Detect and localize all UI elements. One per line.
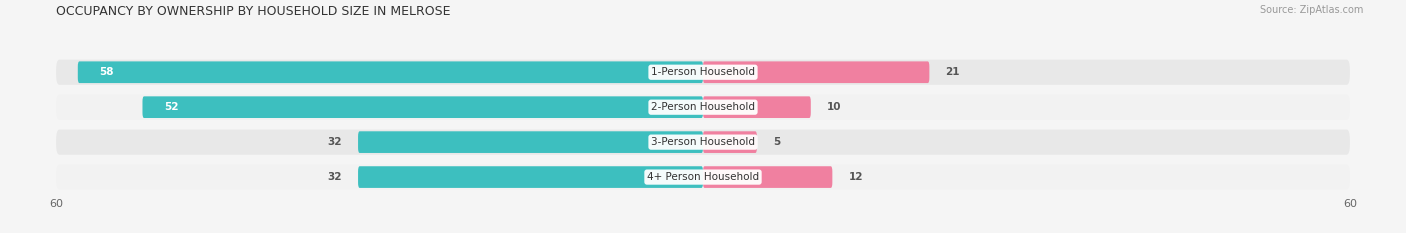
FancyBboxPatch shape <box>703 61 929 83</box>
FancyBboxPatch shape <box>56 164 1350 190</box>
Text: 5: 5 <box>773 137 780 147</box>
Text: Source: ZipAtlas.com: Source: ZipAtlas.com <box>1260 5 1364 15</box>
Text: OCCUPANCY BY OWNERSHIP BY HOUSEHOLD SIZE IN MELROSE: OCCUPANCY BY OWNERSHIP BY HOUSEHOLD SIZE… <box>56 5 451 18</box>
FancyBboxPatch shape <box>142 96 703 118</box>
Text: 32: 32 <box>328 137 342 147</box>
FancyBboxPatch shape <box>359 131 703 153</box>
Text: 52: 52 <box>165 102 179 112</box>
FancyBboxPatch shape <box>56 95 1350 120</box>
Text: 4+ Person Household: 4+ Person Household <box>647 172 759 182</box>
FancyBboxPatch shape <box>56 60 1350 85</box>
Text: 12: 12 <box>849 172 863 182</box>
Text: 1-Person Household: 1-Person Household <box>651 67 755 77</box>
FancyBboxPatch shape <box>359 166 703 188</box>
Text: 3-Person Household: 3-Person Household <box>651 137 755 147</box>
Text: 2-Person Household: 2-Person Household <box>651 102 755 112</box>
FancyBboxPatch shape <box>703 96 811 118</box>
Text: 10: 10 <box>827 102 841 112</box>
FancyBboxPatch shape <box>77 61 703 83</box>
FancyBboxPatch shape <box>703 166 832 188</box>
Text: 32: 32 <box>328 172 342 182</box>
Text: 21: 21 <box>946 67 960 77</box>
Text: 58: 58 <box>100 67 114 77</box>
FancyBboxPatch shape <box>703 131 756 153</box>
FancyBboxPatch shape <box>56 130 1350 155</box>
